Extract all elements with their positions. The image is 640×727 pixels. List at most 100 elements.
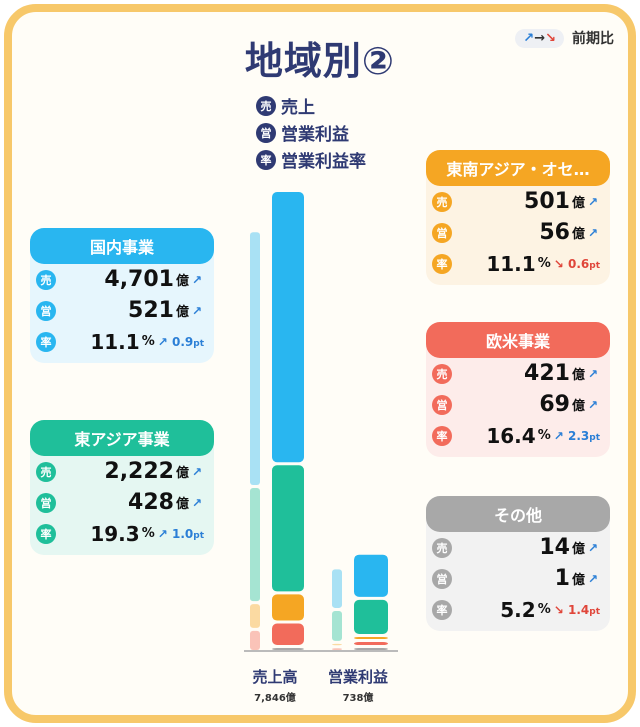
prev-segment-0-1 <box>250 630 260 650</box>
legend-sales: 売 売上 <box>256 92 366 119</box>
trend-arrows-icon: ↗→↘ <box>515 28 564 48</box>
legend-margin: 率 営業利益率 <box>256 146 366 173</box>
prev-segment-1-2 <box>332 643 342 646</box>
trend-up-icon: ↗ <box>588 540 599 555</box>
unit-pt: pt <box>589 260 600 271</box>
sales-badge-icon: 売 <box>432 537 452 558</box>
unit-pct: % <box>537 256 551 271</box>
unit-oku: 億 <box>571 368 585 383</box>
prev-segment-1-1 <box>332 648 342 650</box>
stacked-bar-chart <box>244 192 398 652</box>
prev-segment-0-2 <box>250 604 260 628</box>
bar-segment-1-1 <box>354 642 388 645</box>
op-row: 営 521 億 ↗ <box>30 295 214 326</box>
unit-pt: pt <box>589 606 600 617</box>
bar-total-op: 738億 <box>342 693 374 704</box>
rate-badge-icon: 率 <box>432 253 452 274</box>
card-title: 東南アジア・オセ… <box>426 150 610 186</box>
bar-segment-0-0 <box>272 648 304 650</box>
bar-category-sales: 売上高 <box>252 668 298 686</box>
legend-margin-label: 営業利益率 <box>281 152 366 172</box>
trend-down-icon: ↘ <box>553 256 564 271</box>
rate-delta: ↘ 0.6pt <box>554 257 600 271</box>
op-row: 営 1 億 ↗ <box>426 563 610 594</box>
bar-segment-1-3 <box>354 599 388 635</box>
sales-badge-icon: 売 <box>36 269 56 290</box>
rate-badge-icon: 率 <box>432 599 452 620</box>
trend-up-icon: ↗ <box>157 526 168 541</box>
trend-up-icon: ↗ <box>553 428 564 443</box>
trend-up-icon: ↗ <box>588 366 599 381</box>
op-value: 521 <box>128 298 174 323</box>
bar-segment-1-4 <box>354 554 388 597</box>
card-title: 欧米事業 <box>426 322 610 358</box>
unit-oku: 億 <box>175 497 189 512</box>
op-badge-icon: 営 <box>432 394 452 415</box>
unit-oku: 億 <box>175 466 189 481</box>
legend-op-label: 営業利益 <box>281 125 349 145</box>
rate-delta: ↗ 1.0pt <box>158 527 204 541</box>
unit-pt: pt <box>193 338 204 349</box>
prev-segment-0-4 <box>250 232 260 485</box>
rate-badge-icon: 率 <box>36 523 56 544</box>
delta-value: 2.3 <box>567 428 590 443</box>
unit-oku: 億 <box>571 196 585 211</box>
sales-badge-icon: 売 <box>36 461 56 482</box>
legend-sales-label: 売上 <box>281 98 315 118</box>
rate-value: 5.2 <box>500 597 536 622</box>
card-title: その他 <box>426 496 610 532</box>
bar-segment-0-2 <box>272 594 304 621</box>
card-us_eu: 欧米事業 売 421 億 ↗ 営 69 億 ↗ 率 16.4 % ↗ 2.3pt <box>426 322 610 457</box>
op-badge-icon: 営 <box>36 492 56 513</box>
trend-up-icon: ↗ <box>192 303 203 318</box>
rate-row: 率 5.2 % ↘ 1.4pt <box>426 594 610 625</box>
unit-oku: 億 <box>175 274 189 289</box>
op-badge-icon: 営 <box>432 568 452 589</box>
card-other: その他 売 14 億 ↗ 営 1 億 ↗ 率 5.2 % ↘ 1.4pt <box>426 496 610 631</box>
delta-value: 1.4 <box>567 602 590 617</box>
bar-total-sales: 7,846億 <box>254 693 296 704</box>
metric-legend: 売 売上 営 営業利益 率 営業利益率 <box>256 92 366 173</box>
op-row: 営 428 億 ↗ <box>30 487 214 518</box>
sales-row: 売 501 億 ↗ <box>426 186 610 217</box>
op-row: 営 56 億 ↗ <box>426 217 610 248</box>
prev-period-label: 前期比 <box>572 31 614 47</box>
sales-value: 501 <box>524 189 570 214</box>
rate-badge-icon: 率 <box>36 331 56 352</box>
rate-row: 率 11.1 % ↗ 0.9pt <box>30 326 214 357</box>
rate-value: 19.3 <box>90 521 140 546</box>
rate-delta: ↗ 2.3pt <box>554 429 600 443</box>
op-value: 1 <box>554 566 570 591</box>
rate-delta: ↘ 1.4pt <box>554 603 600 617</box>
delta-value: 0.6 <box>567 256 590 271</box>
op-value: 56 <box>539 220 570 245</box>
card-title: 東アジア事業 <box>30 420 214 456</box>
bar-segment-0-4 <box>272 192 304 463</box>
unit-pct: % <box>141 526 155 541</box>
trend-up-icon: ↗ <box>588 571 599 586</box>
card-east_asia: 東アジア事業 売 2,222 億 ↗ 営 428 億 ↗ 率 19.3 % ↗ … <box>30 420 214 555</box>
trend-up-icon: ↗ <box>157 334 168 349</box>
op-badge-icon: 営 <box>432 222 452 243</box>
bar-segment-0-1 <box>272 623 304 645</box>
unit-oku: 億 <box>571 542 585 557</box>
rate-row: 率 16.4 % ↗ 2.3pt <box>426 420 610 451</box>
sales-row: 売 14 億 ↗ <box>426 532 610 563</box>
rate-badge-icon: 率 <box>256 149 276 170</box>
unit-oku: 億 <box>571 573 585 588</box>
card-title: 国内事業 <box>30 228 214 264</box>
bar-label-op: 営業利益 738億 <box>318 666 398 704</box>
unit-pt: pt <box>589 432 600 443</box>
sales-badge-icon: 売 <box>256 95 276 116</box>
rate-row: 率 11.1 % ↘ 0.6pt <box>426 248 610 279</box>
op-badge-icon: 営 <box>256 122 276 143</box>
delta-value: 0.9 <box>171 334 194 349</box>
card-sea: 東南アジア・オセ… 売 501 億 ↗ 営 56 億 ↗ 率 11.1 % ↘ … <box>426 150 610 285</box>
legend-operating-profit: 営 営業利益 <box>256 119 366 146</box>
rate-value: 11.1 <box>486 251 536 276</box>
bar-segment-1-2 <box>354 637 388 640</box>
bar-category-op: 営業利益 <box>327 668 388 686</box>
unit-pct: % <box>537 602 551 617</box>
op-row: 営 69 億 ↗ <box>426 389 610 420</box>
prev-segment-1-4 <box>332 569 342 608</box>
